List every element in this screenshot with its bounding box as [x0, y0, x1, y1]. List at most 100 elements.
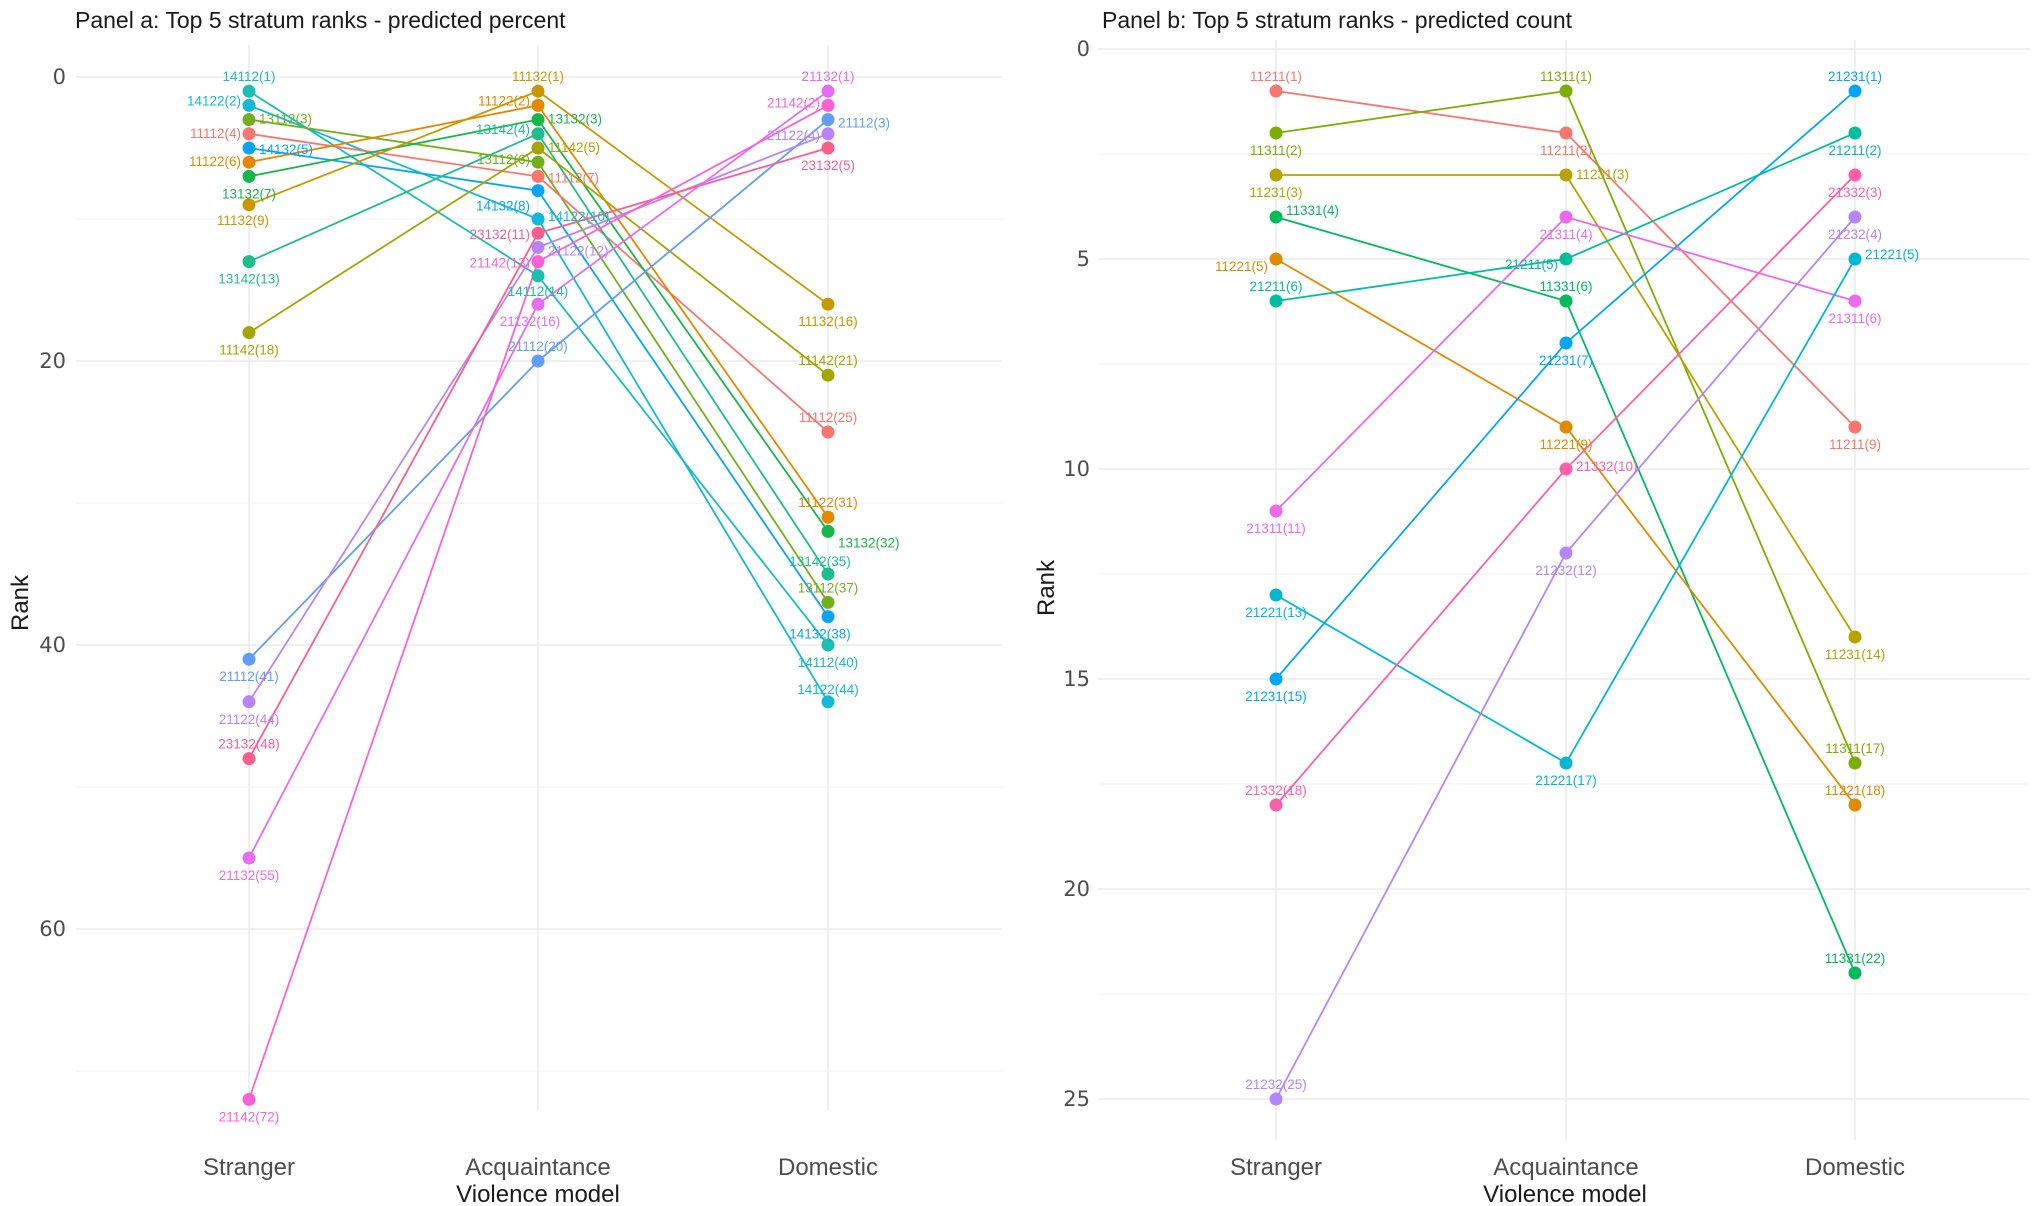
data-point-11331: [1559, 294, 1573, 308]
data-label-13142: 13142(13): [218, 272, 280, 287]
data-label-21112: 21112(3): [838, 116, 890, 131]
data-point-21142: [242, 1092, 256, 1106]
y-tick-label: 15: [1063, 667, 1090, 691]
data-label-11142: 11142(5): [548, 140, 600, 155]
data-point-23132: [242, 752, 256, 766]
panel-a-y-axis-title: Rank: [7, 574, 34, 631]
data-point-21221: [1848, 252, 1862, 266]
data-point-11231: [1559, 168, 1573, 182]
data-label-21231: 21231(7): [1539, 353, 1593, 368]
data-label-11211: 11211(9): [1829, 437, 1881, 452]
data-point-21311: [1559, 210, 1573, 224]
data-point-23132: [531, 226, 545, 240]
data-label-21311: 21311(6): [1828, 311, 1881, 326]
data-label-11331: 11331(4): [1286, 203, 1339, 218]
data-label-11122: 11122(2): [478, 93, 530, 108]
y-tick-label: 40: [39, 633, 66, 657]
data-label-14112: 14112(1): [222, 69, 275, 84]
data-label-21122: 21122(4): [767, 128, 820, 143]
data-label-14122: 14122(2): [187, 93, 241, 108]
data-point-13112: [821, 595, 835, 609]
x-tick-label-acquaintance: Acquaintance: [465, 1154, 610, 1181]
data-label-21112: 21112(41): [219, 669, 279, 684]
data-label-14132: 14132(8): [476, 199, 530, 214]
data-point-13132: [531, 113, 545, 127]
data-point-21112: [531, 354, 545, 368]
data-point-21232: [1848, 210, 1862, 224]
data-point-14122: [242, 98, 256, 112]
data-label-11211: 11211(2): [1540, 143, 1592, 158]
data-point-14122: [821, 695, 835, 709]
data-point-11311: [1269, 126, 1283, 140]
data-label-21311: 21311(11): [1246, 521, 1306, 536]
data-point-11112: [242, 127, 256, 141]
data-label-21232: 21232(12): [1535, 563, 1597, 578]
data-label-21311: 21311(4): [1539, 227, 1592, 242]
data-label-21132: 21132(16): [500, 314, 561, 329]
data-label-11122: 11122(31): [798, 495, 858, 510]
data-label-11311: 11311(1): [1540, 69, 1592, 84]
data-point-14132: [531, 184, 545, 198]
data-point-14112: [821, 638, 835, 652]
y-tick-label: 20: [39, 349, 66, 373]
data-point-13142: [821, 567, 835, 581]
y-tick-label: 0: [53, 65, 66, 89]
data-label-21231: 21231(15): [1245, 689, 1307, 704]
data-point-21332: [1559, 462, 1573, 476]
data-point-11132: [531, 84, 545, 98]
data-label-23132: 23132(5): [801, 158, 855, 173]
y-tick-label: 10: [1063, 457, 1090, 481]
data-label-21332: 21332(3): [1828, 185, 1882, 200]
data-label-11331: 11331(22): [1825, 951, 1886, 966]
data-point-14112: [242, 84, 256, 98]
data-label-23132: 23132(11): [469, 227, 530, 242]
data-point-11331: [1269, 210, 1283, 224]
data-point-21132: [242, 851, 256, 865]
data-label-14112: 14112(14): [508, 284, 569, 299]
data-point-11311: [1559, 84, 1573, 98]
x-tick-label-domestic: Domestic: [778, 1154, 878, 1181]
data-point-21311: [1269, 504, 1283, 518]
data-point-21232: [1559, 546, 1573, 560]
data-point-14122: [531, 212, 545, 226]
data-point-11331: [1848, 966, 1862, 980]
y-tick-label: 60: [39, 917, 66, 941]
data-label-21221: 21221(5): [1865, 247, 1919, 262]
data-point-11231: [1269, 168, 1283, 182]
data-label-11311: 11311(2): [1250, 143, 1302, 158]
data-point-11221: [1559, 420, 1573, 434]
data-label-21112: 21112(20): [508, 339, 568, 354]
data-point-11142: [242, 326, 256, 340]
data-label-11112: 11112(4): [190, 126, 241, 141]
data-label-21211: 21211(5): [1505, 257, 1558, 272]
data-point-21231: [1269, 672, 1283, 686]
panel-a-y-ticks: 0 20 40 60: [39, 65, 66, 941]
data-point-13142: [531, 127, 545, 141]
data-label-21132: 21132(55): [219, 868, 280, 883]
data-point-11142: [821, 368, 835, 382]
panel-b-grid: [1098, 40, 2030, 1140]
data-label-13112: 13112(6): [477, 152, 530, 167]
panel-a-title: Panel a: Top 5 stratum ranks - predicted…: [75, 7, 566, 33]
data-label-21221: 21221(13): [1245, 605, 1307, 620]
panel-b-labels: 11211(1) 11211(2) 11211(9) 11311(2) 11311(1)…: [1215, 69, 1919, 1092]
data-point-11132: [821, 297, 835, 311]
data-label-21122: 21122(44): [219, 712, 280, 727]
panel-a-labels: 14112(1) 14112(14) 14112(40) 14122(2) 14122(…: [187, 69, 900, 1124]
data-label-21132: 21132(1): [801, 69, 854, 84]
data-point-21132: [821, 84, 835, 98]
data-label-11112: 11112(25): [799, 410, 858, 425]
data-label-21221: 21221(17): [1535, 773, 1597, 788]
panel-b-y-ticks: 0 5 10 15 20 25: [1063, 37, 1090, 1111]
data-point-13132: [242, 169, 256, 183]
data-label-11142: 11142(18): [219, 343, 279, 358]
panel-b-x-axis-title: Violence model: [1483, 1181, 1647, 1206]
data-point-21332: [1269, 798, 1283, 812]
data-point-23132: [821, 141, 835, 155]
data-point-21231: [1559, 336, 1573, 350]
panel-b-title: Panel b: Top 5 stratum ranks - predicted…: [1102, 7, 1573, 33]
y-tick-label: 0: [1077, 37, 1090, 61]
data-label-11331: 11331(6): [1539, 279, 1592, 294]
panel-b-x-ticks: Stranger Acquaintance Domestic: [1230, 1154, 1905, 1181]
